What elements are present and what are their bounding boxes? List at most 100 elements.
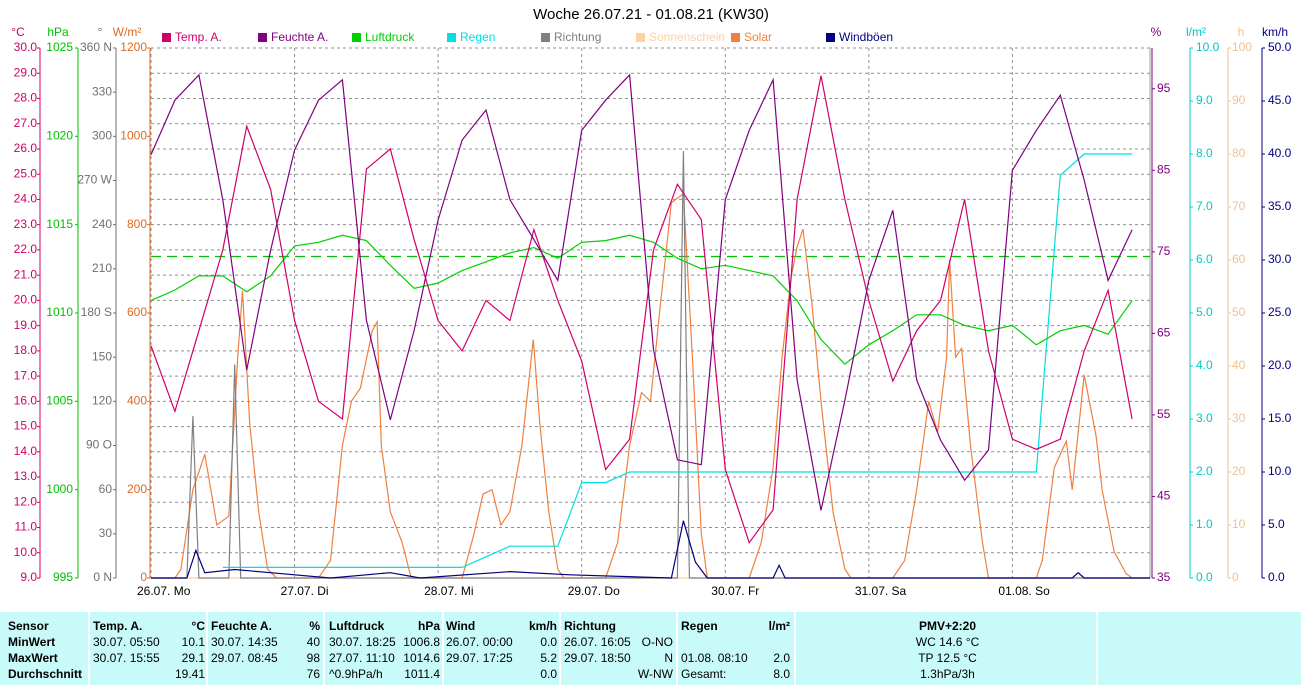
y-tick-label: 90	[1232, 93, 1246, 107]
y-tick-label: 55	[1157, 407, 1171, 421]
cell-value: 5.2	[540, 651, 557, 665]
legend-label: Solar	[744, 30, 772, 44]
y-tick-label: 70	[1232, 199, 1246, 213]
y-tick-label: 13.0	[14, 469, 38, 483]
y-tick-label: 15.0	[1268, 411, 1292, 425]
x-tick-label: 27.07. Di	[281, 584, 329, 598]
cell-time: 29.07. 18:50	[564, 651, 631, 665]
cell-time: 30.07. 14:35	[211, 635, 278, 649]
x-tick-label: 31.07. Sa	[855, 584, 907, 598]
y-tick-label: 85	[1157, 162, 1171, 176]
cell-time: 30.07. 18:25	[329, 635, 396, 649]
y-tick-label: 995	[53, 570, 73, 584]
cell-time: 26.07. 16:05	[564, 635, 631, 649]
y-tick-label: 11.0	[15, 520, 38, 534]
y-tick-label: 18.0	[14, 343, 38, 357]
y-tick-label: 1.0	[1196, 517, 1213, 531]
series-line	[150, 73, 1133, 511]
y-tick-label: 35.0	[1268, 199, 1292, 213]
legend-swatch	[258, 33, 267, 42]
y-tick-label: 10.0	[1268, 464, 1292, 478]
y-tick-label: 600	[127, 305, 147, 319]
y-tick-label: 22.0	[14, 242, 38, 256]
y-tick-label: 60	[99, 482, 113, 496]
cell-value: 1011.4	[404, 667, 440, 681]
cell-value: W-NW	[638, 667, 674, 681]
series-line	[151, 192, 1150, 579]
legend-label: Temp. A.	[175, 30, 222, 44]
y-tick-label: 1020	[46, 129, 73, 143]
y-tick-label: 10.0	[1196, 40, 1220, 54]
y-tick-label: 4.0	[1196, 358, 1213, 372]
y-tick-label: 20.0	[14, 293, 38, 307]
y-tick-label: 29.0	[14, 65, 38, 79]
legend-label: Luftdruck	[365, 30, 415, 44]
cell-value: 19.41	[175, 667, 205, 681]
y-tick-label: 1005	[46, 394, 73, 408]
cell-time: 29.07. 17:25	[446, 651, 513, 665]
y-tick-label: 1200	[120, 40, 147, 54]
y-tick-label: 1015	[46, 217, 73, 231]
x-tick-label: 26.07. Mo	[137, 584, 191, 598]
y-tick-label: 0	[1232, 570, 1239, 584]
series-line	[150, 75, 1133, 545]
y-tick-label: 50	[1232, 305, 1246, 319]
row-label: MaxWert	[8, 651, 58, 665]
y-tick-label: 15.0	[14, 419, 38, 433]
table-header: Sensor	[8, 619, 49, 633]
cell-value: 0.0	[540, 635, 557, 649]
y-tick-label: 0.0	[1268, 570, 1285, 584]
y-tick-label: 9.0	[20, 570, 37, 584]
y-tick-label: 300	[92, 129, 112, 143]
y-tick-label: 80	[1232, 146, 1246, 160]
chart-title: Woche 26.07.21 - 01.08.21 (KW30)	[533, 6, 769, 23]
legend-swatch	[731, 33, 740, 42]
y-tick-label: 30	[99, 526, 113, 540]
column-unit: °C	[192, 619, 206, 633]
cell-value: 10.1	[182, 635, 206, 649]
y-tick-label: 25.0	[1268, 305, 1292, 319]
y-tick-label: 60	[1232, 252, 1246, 266]
y-tick-label: 35	[1157, 570, 1171, 584]
y-tick-label: 24.0	[14, 192, 38, 206]
axis-title: %	[1151, 25, 1162, 39]
y-tick-label: 65	[1157, 326, 1171, 340]
x-tick-label: 29.07. Do	[568, 584, 620, 598]
column-unit: hPa	[418, 619, 440, 633]
cell-time: 01.08. 08:10	[681, 651, 748, 665]
table-background	[0, 612, 1301, 685]
y-tick-label: 90 O	[86, 438, 112, 452]
y-tick-label: 8.0	[1196, 146, 1213, 160]
cell-value: 1006.8	[403, 635, 440, 649]
y-tick-label: 95	[1157, 81, 1171, 95]
y-tick-label: 16.0	[14, 394, 38, 408]
axis-title: °	[98, 25, 103, 39]
legend-swatch	[352, 33, 361, 42]
cell-value: O-NO	[642, 635, 673, 649]
legend-label: Richtung	[554, 30, 601, 44]
y-tick-label: 120	[92, 394, 112, 408]
y-tick-label: 30.0	[1268, 252, 1292, 266]
y-tick-label: 2.0	[1196, 464, 1213, 478]
column-title: Feuchte A.	[211, 619, 272, 633]
x-tick-label: 30.07. Fr	[711, 584, 759, 598]
axis-title: W/m²	[113, 25, 142, 39]
y-tick-label: 23.0	[14, 217, 38, 231]
y-tick-label: 1010	[46, 305, 73, 319]
cell-value: 8.0	[773, 667, 790, 681]
cell-value: 2.0	[773, 651, 790, 665]
legend-label: Feuchte A.	[271, 30, 328, 44]
y-tick-label: 20	[1232, 464, 1246, 478]
y-tick-label: 40.0	[1268, 146, 1292, 160]
axis-title: °C	[11, 25, 25, 39]
y-tick-label: 20.0	[1268, 358, 1292, 372]
cell-value: N	[664, 651, 673, 665]
axis-title: l/m²	[1186, 25, 1206, 39]
y-tick-label: 7.0	[1196, 199, 1213, 213]
y-tick-label: 150	[92, 349, 112, 363]
y-tick-label: 12.0	[14, 494, 38, 508]
cell-value: WC 14.6 °C	[916, 635, 980, 649]
y-tick-label: 10.0	[14, 545, 38, 559]
cell-time: 30.07. 05:50	[93, 635, 160, 649]
